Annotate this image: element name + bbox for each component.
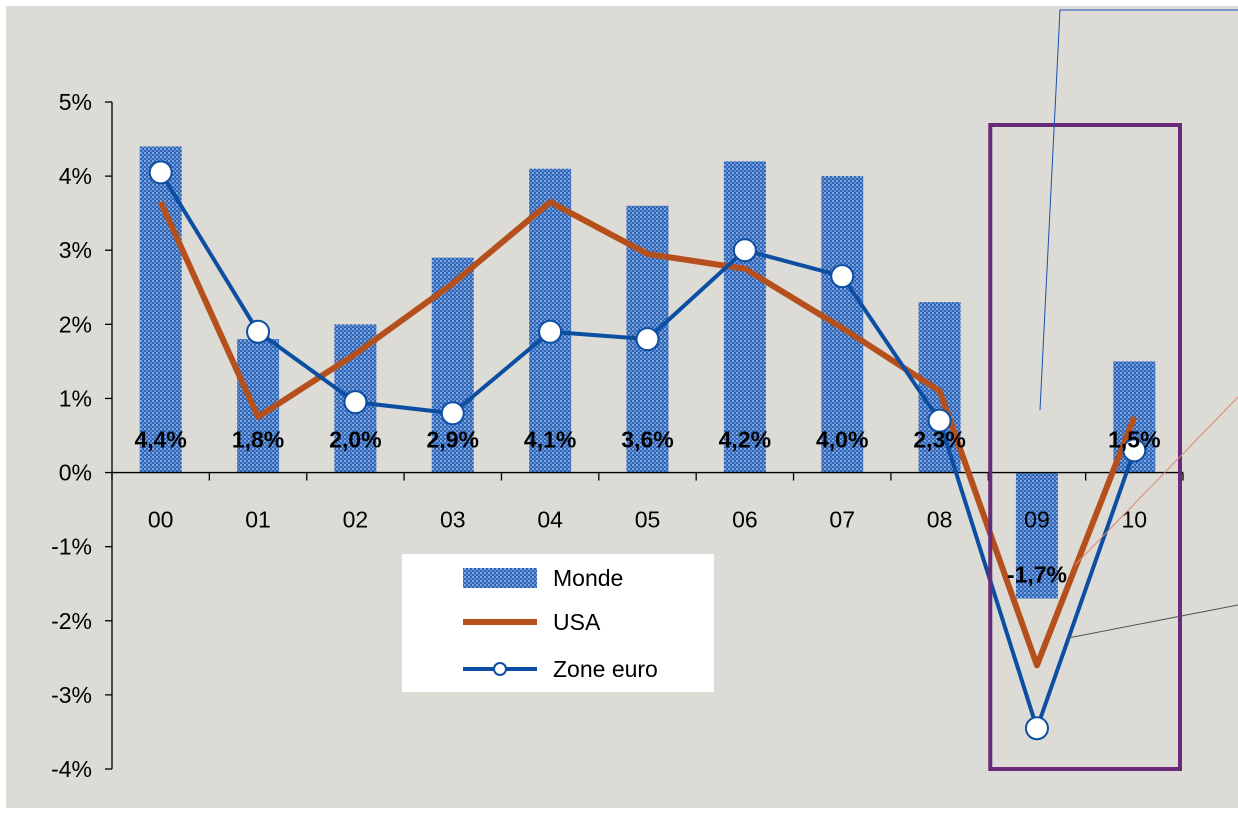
y-tick-label: -1%: [51, 534, 92, 560]
point-zone-euro-05: [635, 327, 660, 352]
x-tick-label: 01: [245, 507, 271, 533]
legend-label-usa: USA: [553, 609, 601, 635]
x-tick-label: 06: [732, 507, 758, 533]
y-tick-label: -3%: [51, 682, 92, 708]
point-zone-euro-02: [343, 390, 368, 415]
x-tick-label: 00: [148, 507, 174, 533]
x-tick-label: 03: [440, 507, 466, 533]
y-tick-label: 5%: [59, 89, 92, 115]
data-label-monde-04: 4,1%: [524, 427, 576, 453]
data-label-monde-03: 2,9%: [427, 427, 479, 453]
x-tick-label: 05: [635, 507, 661, 533]
legend-label-monde: Monde: [553, 565, 623, 591]
point-zone-euro-03: [440, 401, 465, 426]
y-tick-label: 0%: [59, 460, 92, 486]
data-label-monde-02: 2,0%: [329, 427, 381, 453]
data-label-monde-07: 4,0%: [816, 427, 868, 453]
legend-label-zone-euro: Zone euro: [553, 656, 658, 682]
y-tick-label: 2%: [59, 311, 92, 337]
data-label-monde-05: 3,6%: [621, 427, 673, 453]
point-zone-euro-00: [148, 160, 173, 185]
bar-monde-09: [1015, 472, 1058, 599]
callout-line: [1074, 396, 1238, 566]
bar-monde-00: [139, 146, 182, 473]
point-zone-euro-07: [830, 264, 855, 289]
data-label-monde-06: 4,2%: [719, 427, 771, 453]
callout-line: [1039, 9, 1238, 411]
point-zone-euro-01: [246, 319, 271, 344]
y-tick-label: -2%: [51, 608, 92, 634]
point-zone-euro-10: [1122, 438, 1147, 463]
point-zone-euro-06: [732, 238, 757, 263]
y-tick-label: 3%: [59, 237, 92, 263]
highlight-box: [988, 123, 1182, 771]
data-label-monde-09: -1,7%: [1007, 562, 1067, 588]
point-zone-euro-09: [1024, 716, 1049, 741]
bar-monde-06: [723, 161, 766, 473]
y-tick-label: 4%: [59, 163, 92, 189]
x-tick-label: 10: [1122, 507, 1148, 533]
x-tick-label: 04: [537, 507, 563, 533]
line-usa: [157, 199, 1138, 669]
bar-monde-08: [918, 302, 961, 473]
x-tick-label: 08: [927, 507, 953, 533]
point-zone-euro-04: [538, 319, 563, 344]
callout-line: [1067, 604, 1238, 639]
data-label-monde-10: 1,5%: [1108, 427, 1160, 453]
point-zone-euro-08: [927, 408, 952, 433]
x-tick-label: 02: [343, 507, 369, 533]
y-tick-label: -4%: [51, 756, 92, 782]
bar-monde-07: [821, 176, 864, 473]
legend-marker-zone-euro: [493, 662, 507, 676]
legend-swatch-monde: [463, 568, 537, 588]
data-label-monde-01: 1,8%: [232, 427, 284, 453]
data-label-monde-08: 2,3%: [913, 427, 965, 453]
x-tick-label: 07: [829, 507, 855, 533]
y-tick-label: 1%: [59, 385, 92, 411]
data-label-monde-00: 4,4%: [134, 427, 186, 453]
x-tick-label: 09: [1024, 507, 1050, 533]
legend-box: [402, 554, 714, 692]
